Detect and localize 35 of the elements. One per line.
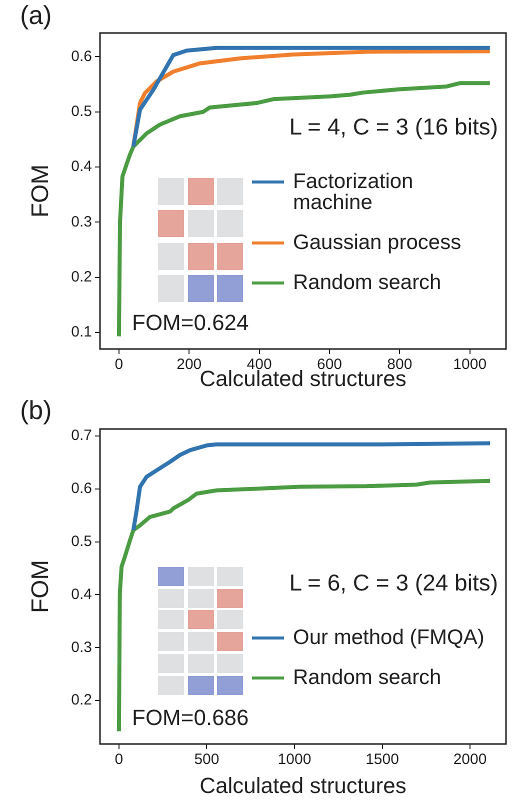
y-tick-label: 0.7 bbox=[71, 427, 92, 444]
y-tick-label: 0.4 bbox=[71, 158, 92, 176]
legend-label: Gaussian process bbox=[293, 230, 462, 254]
x-tick-label: 0 bbox=[114, 751, 124, 768]
x-tick-label: 2000 bbox=[453, 751, 487, 768]
x-tick-label: 1000 bbox=[453, 356, 487, 374]
annotation: L = 6, C = 3 (24 bits) bbox=[289, 569, 498, 596]
legend-label: Random search bbox=[293, 270, 442, 294]
y-tick-label: 0.4 bbox=[71, 586, 92, 603]
y-axis-title: FOM bbox=[27, 560, 54, 614]
legend-label: Random search bbox=[293, 666, 442, 689]
y-tick-label: 0.6 bbox=[71, 480, 92, 497]
y-tick-label: 0.5 bbox=[71, 103, 92, 120]
legend-label: Our method (FMQA) bbox=[293, 626, 484, 649]
y-tick-label: 0.5 bbox=[71, 532, 92, 550]
y-tick-label: 0.2 bbox=[71, 268, 92, 286]
y-tick-label: 0.3 bbox=[71, 638, 92, 656]
chart-title: (a) bbox=[20, 0, 52, 30]
legend-label: Factorization machine bbox=[293, 170, 414, 214]
x-tick-label: 500 bbox=[194, 751, 220, 768]
annotation: L = 4, C = 3 (16 bits) bbox=[289, 113, 498, 140]
x-tick-label: 1500 bbox=[366, 751, 399, 768]
x-tick-label: 800 bbox=[387, 356, 412, 374]
y-axis-title: FOM bbox=[27, 164, 54, 218]
y-tick-label: 0.6 bbox=[71, 48, 92, 65]
x-tick-label: 0 bbox=[114, 356, 124, 374]
chart-title: (b) bbox=[20, 395, 52, 426]
x-tick-label: 1000 bbox=[278, 751, 312, 768]
annotation: FOM=0.686 bbox=[132, 705, 249, 730]
x-tick-label: 200 bbox=[176, 356, 202, 374]
x-axis-title: Calculated structures bbox=[200, 772, 406, 798]
y-tick-label: 0.1 bbox=[71, 324, 92, 341]
annotation: FOM=0.624 bbox=[132, 310, 249, 336]
y-tick-label: 0.2 bbox=[71, 692, 92, 709]
y-tick-label: 0.3 bbox=[71, 213, 92, 230]
